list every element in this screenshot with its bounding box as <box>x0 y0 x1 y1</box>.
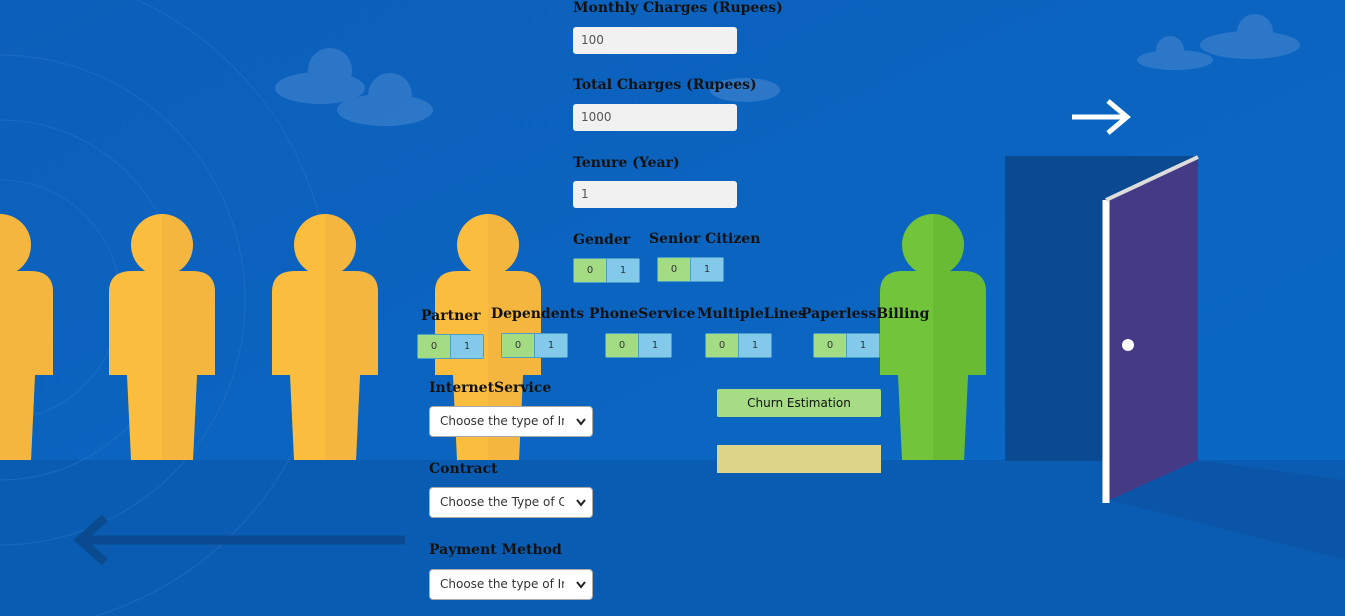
person-shade <box>162 214 215 460</box>
dropdown-arrow <box>576 499 586 507</box>
toggle-label: Dependents <box>491 306 585 322</box>
text-input[interactable]: 1000 <box>573 104 737 131</box>
select-label: Payment Method <box>429 542 562 558</box>
field-label: Monthly Charges (Rupees) <box>573 0 783 16</box>
toggle-label: Gender <box>573 232 631 248</box>
result-box <box>717 445 881 473</box>
toggle-option[interactable]: 1 <box>606 259 639 282</box>
person-shade <box>0 214 53 460</box>
field-label: Total Charges (Rupees) <box>573 77 757 93</box>
text-input[interactable]: 1 <box>573 181 737 208</box>
toggle-option[interactable]: 1 <box>690 258 723 281</box>
toggle-option[interactable]: 1 <box>534 334 567 357</box>
toggle-option[interactable]: 1 <box>846 334 879 357</box>
text-input[interactable]: 100 <box>573 27 737 54</box>
toggle-option[interactable]: 0 <box>606 334 638 357</box>
person-shade <box>325 214 378 460</box>
toggle-label: Partner <box>421 308 481 324</box>
toggle-option[interactable]: 1 <box>638 334 671 357</box>
toggle-label: MultipleLines <box>697 306 806 322</box>
toggle-option[interactable]: 0 <box>502 334 534 357</box>
dropdown[interactable]: Choose the Type of Contract <box>429 487 593 518</box>
person-shade <box>933 214 986 460</box>
select-label: InternetService <box>429 380 552 396</box>
dropdown-arrow <box>576 581 586 589</box>
toggle-option[interactable]: 1 <box>738 334 771 357</box>
dropdown-text: Choose the type of Internet Payment <box>440 577 564 591</box>
toggle-label: PhoneService <box>589 306 696 322</box>
dropdown-text: Choose the type of Internet Service <box>440 414 564 428</box>
toggle-option[interactable]: 0 <box>418 335 450 358</box>
toggle-option[interactable]: 0 <box>574 259 606 282</box>
toggle-option[interactable]: 0 <box>706 334 738 357</box>
dropdown-text: Choose the Type of Contract <box>440 495 564 509</box>
submit-button[interactable]: Churn Estimation <box>717 389 881 417</box>
dropdown[interactable]: Choose the type of Internet Payment <box>429 569 593 600</box>
dropdown-arrow <box>576 418 586 426</box>
dropdown[interactable]: Choose the type of Internet Service <box>429 406 593 437</box>
toggle-label: PaperlessBilling <box>801 306 930 322</box>
toggle-option[interactable]: 0 <box>658 258 690 281</box>
select-label: Contract <box>429 461 498 477</box>
toggle-option[interactable]: 1 <box>450 335 483 358</box>
field-label: Tenure (Year) <box>573 155 680 171</box>
toggle-label: Senior Citizen <box>649 231 761 247</box>
toggle-option[interactable]: 0 <box>814 334 846 357</box>
